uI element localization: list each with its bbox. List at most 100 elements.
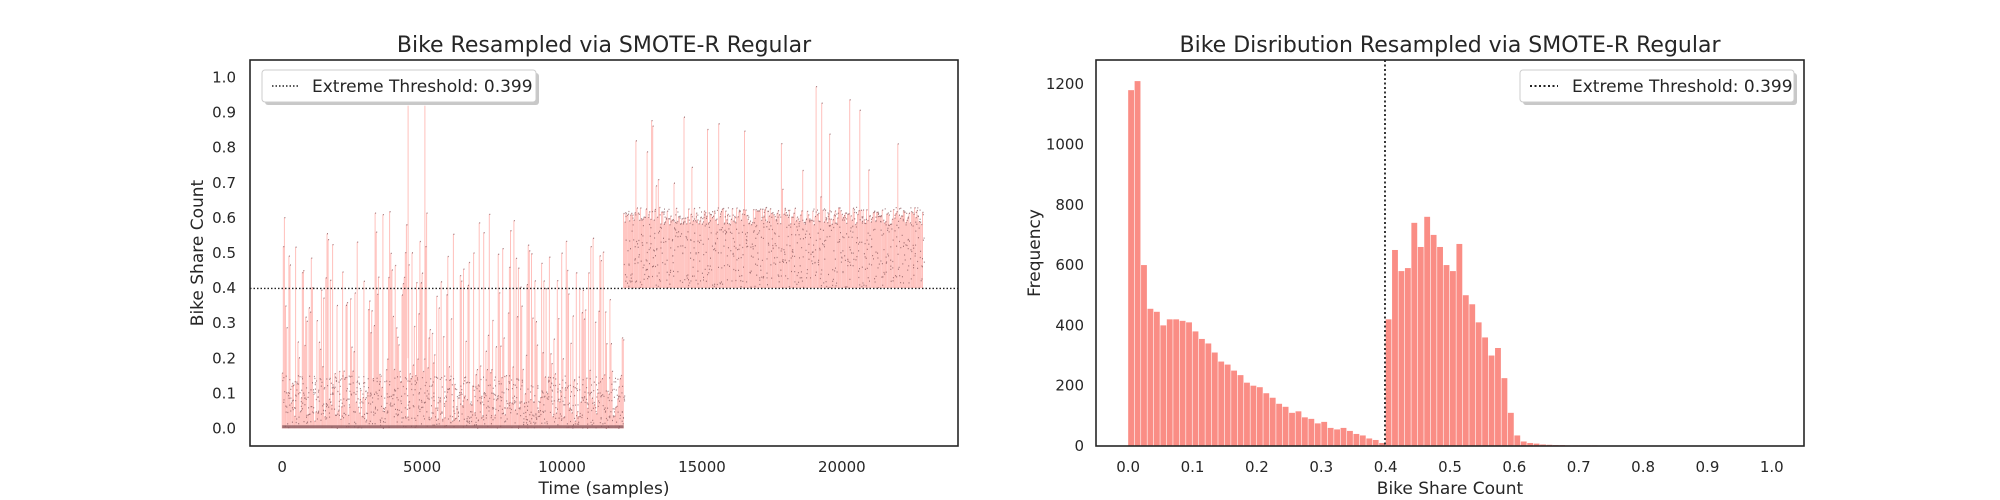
histogram-bar (1456, 243, 1463, 446)
histogram-bar (1417, 246, 1424, 446)
right-y-tick-label: 1000 (1046, 135, 1084, 153)
histogram-bar (1404, 268, 1411, 446)
histogram-bar (1462, 295, 1469, 446)
left-x-tick-label: 0 (277, 458, 287, 476)
left-x-tick-label: 10000 (538, 458, 586, 476)
histogram-bar (1379, 442, 1386, 446)
left-plot-area (250, 85, 958, 430)
left-stem-lines (281, 86, 923, 429)
right-x-tick-label: 0.6 (1502, 458, 1526, 476)
histogram-bar (1153, 311, 1160, 446)
histogram-bar (1366, 438, 1373, 446)
right-x-tick-label: 0.9 (1696, 458, 1720, 476)
right-x-tick-label: 0.4 (1374, 458, 1398, 476)
right-x-ticks: 0.0 0.1 0.2 0.3 0.4 0.5 0.6 0.7 0.8 0.9 1.0 (1116, 458, 1783, 476)
left-y-tick-label: 0.5 (212, 244, 236, 262)
right-y-ticks: 0 200 400 600 800 1000 1200 (1046, 75, 1084, 455)
left-legend-label: Extreme Threshold: 0.399 (312, 77, 533, 97)
right-plot-area (1128, 60, 1772, 447)
left-y-tick-label: 0.2 (212, 349, 236, 367)
histogram-bar (1488, 355, 1495, 446)
left-x-ticks: 0 5000 10000 15000 20000 (277, 458, 865, 476)
left-y-axis-label: Bike Share Count (188, 179, 208, 326)
right-x-tick-label: 0.2 (1245, 458, 1269, 476)
histogram-bar (1179, 320, 1186, 446)
histogram-bar (1482, 337, 1489, 446)
histogram-bar (1128, 90, 1135, 446)
histogram-bar (1520, 441, 1527, 446)
histogram-bar (1269, 397, 1276, 446)
right-x-tick-label: 0.0 (1116, 458, 1140, 476)
right-y-tick-label: 0 (1074, 437, 1084, 455)
histogram-bar (1347, 430, 1353, 446)
left-y-tick-label: 0.3 (212, 314, 236, 332)
left-y-tick-label: 0.7 (212, 174, 236, 192)
histogram-bar (1250, 385, 1257, 446)
histogram-bar (1450, 271, 1456, 446)
histogram-bar (1359, 435, 1366, 446)
right-x-tick-label: 1.0 (1760, 458, 1784, 476)
histogram-bar (1424, 216, 1431, 446)
right-x-tick-label: 0.3 (1309, 458, 1333, 476)
histogram-bar (1192, 331, 1199, 446)
histogram-bar (1244, 382, 1250, 446)
right-y-tick-label: 800 (1055, 196, 1084, 214)
left-legend-box (261, 69, 537, 103)
left-y-ticks: 0.0 0.1 0.2 0.3 0.4 0.5 0.6 0.7 0.8 0.9 1.0 (212, 69, 236, 438)
histogram-bar (1166, 319, 1173, 446)
histogram-bar (1353, 433, 1360, 446)
left-y-tick-label: 0.8 (212, 139, 236, 157)
histogram-bar (1256, 387, 1263, 446)
histogram-bar (1276, 403, 1283, 446)
histogram-bar (1237, 375, 1244, 446)
histogram-bar (1211, 352, 1218, 446)
histogram-bar (1301, 417, 1308, 446)
histogram-bar (1340, 427, 1347, 446)
histogram-bar (1527, 442, 1534, 446)
left-legend: Extreme Threshold: 0.399 (261, 69, 539, 105)
histogram-bar (1514, 435, 1521, 446)
histogram-bar (1186, 322, 1192, 446)
right-y-tick-label: 600 (1055, 256, 1084, 274)
left-x-tick-label: 15000 (678, 458, 726, 476)
histogram-bar (1507, 412, 1514, 446)
right-chart: Bike Disribution Resampled via SMOTE-R R… (1025, 33, 1805, 499)
left-x-tick-label: 20000 (818, 458, 866, 476)
histogram-bar (1430, 234, 1437, 446)
left-y-tick-label: 0.0 (212, 419, 236, 437)
left-y-tick-label: 0.6 (212, 209, 236, 227)
histogram-bar (1411, 222, 1418, 446)
right-y-tick-label: 200 (1055, 377, 1084, 395)
histogram-bar (1314, 423, 1321, 446)
right-legend: Extreme Threshold: 0.399 (1519, 69, 1797, 105)
histogram-bar (1392, 249, 1398, 446)
histogram-bar (1205, 343, 1212, 446)
right-x-tick-label: 0.8 (1631, 458, 1655, 476)
histogram-bar (1533, 443, 1540, 446)
right-y-tick-label: 1200 (1046, 75, 1084, 93)
histogram-bar (1134, 81, 1141, 447)
histogram-bar (1141, 265, 1147, 446)
right-plot-frame (1095, 59, 1805, 447)
histogram-bar (1173, 319, 1180, 446)
histogram-bar (1308, 418, 1315, 446)
right-x-axis-label: Bike Share Count (1377, 479, 1524, 499)
left-y-tick-label: 0.9 (212, 104, 236, 122)
histogram-bar (1334, 429, 1340, 446)
right-legend-label: Extreme Threshold: 0.399 (1572, 77, 1793, 97)
histogram-bar (1289, 412, 1295, 446)
histogram-bar (1475, 322, 1482, 446)
left-x-tick-label: 5000 (403, 458, 441, 476)
histogram-bar (1321, 421, 1328, 447)
left-y-tick-label: 1.0 (212, 69, 236, 87)
histogram-bar (1372, 439, 1379, 446)
right-legend-box (1519, 69, 1795, 103)
right-chart-title: Bike Disribution Resampled via SMOTE-R R… (1180, 33, 1722, 58)
left-chart-title: Bike Resampled via SMOTE-R Regular (397, 33, 812, 58)
right-y-tick-label: 400 (1055, 316, 1084, 334)
left-y-tick-label: 0.1 (212, 384, 236, 402)
left-x-axis-label: Time (samples) (538, 479, 670, 499)
histogram-bar (1501, 378, 1508, 446)
left-chart: Bike Resampled via SMOTE-R Regular 0.0 0.… (188, 33, 959, 499)
